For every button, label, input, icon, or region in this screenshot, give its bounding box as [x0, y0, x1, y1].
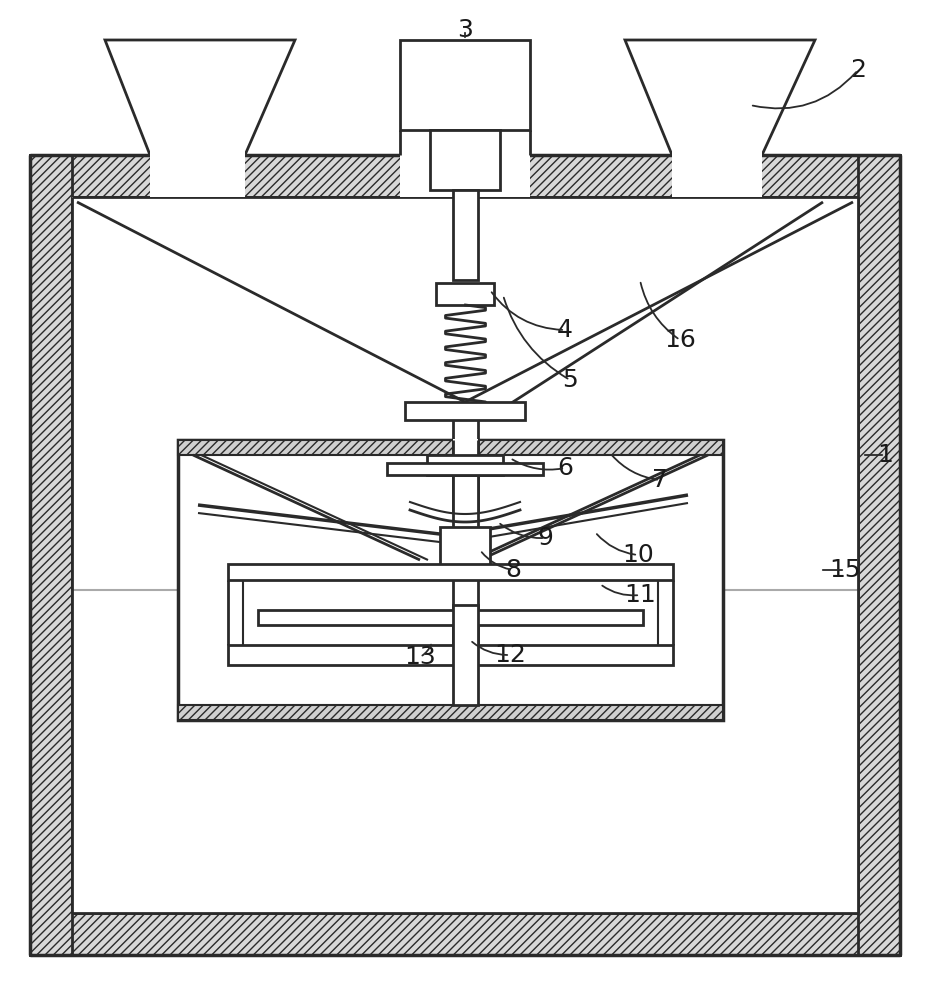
Text: 10: 10 [622, 543, 654, 567]
Text: 3: 3 [457, 18, 473, 42]
Bar [178, 705, 723, 720]
Bar [258, 610, 643, 625]
Text: 7: 7 [652, 468, 668, 492]
Text: 15: 15 [830, 558, 861, 582]
Bar [228, 645, 673, 665]
Bar [30, 155, 72, 955]
Bar [440, 527, 490, 565]
Bar [400, 40, 530, 130]
Polygon shape [105, 40, 295, 155]
Bar [453, 605, 478, 705]
Bar [178, 440, 723, 455]
Bar [150, 150, 245, 197]
Text: 16: 16 [664, 328, 696, 352]
Text: 11: 11 [624, 583, 655, 607]
Bar [228, 564, 673, 580]
Bar [453, 415, 478, 510]
Bar [72, 197, 858, 913]
Bar [858, 155, 900, 955]
Polygon shape [625, 40, 815, 155]
Bar [427, 455, 503, 475]
Text: 9: 9 [537, 526, 553, 550]
Bar [453, 439, 478, 456]
Text: 4: 4 [557, 318, 573, 342]
Text: 2: 2 [850, 58, 866, 82]
Text: 12: 12 [494, 643, 526, 667]
Bar [30, 155, 900, 197]
Text: 13: 13 [404, 645, 436, 669]
Bar [453, 455, 478, 705]
Bar [430, 130, 500, 190]
Bar [436, 283, 494, 305]
Bar [453, 190, 478, 280]
Text: 5: 5 [562, 368, 578, 392]
Text: 8: 8 [505, 558, 521, 582]
Bar [178, 440, 723, 720]
Text: 1: 1 [877, 443, 893, 467]
Bar [400, 150, 530, 197]
Bar [405, 402, 525, 420]
Text: 6: 6 [557, 456, 573, 480]
Bar [672, 150, 762, 197]
Bar [387, 463, 543, 475]
Bar [30, 913, 900, 955]
